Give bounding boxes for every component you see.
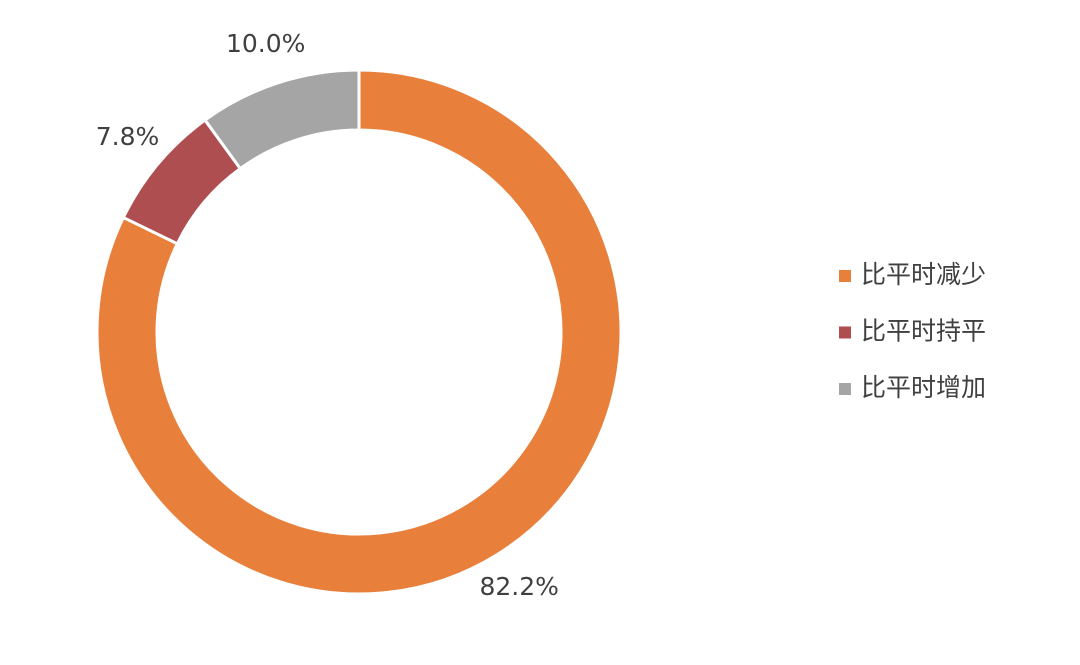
donut-segment: [202, 68, 361, 171]
data-label: 7.8%: [96, 122, 160, 151]
legend-label: 比平时增加: [861, 373, 986, 402]
legend-swatch: [839, 383, 851, 395]
legend-swatch: [839, 270, 851, 282]
data-label: 82.2%: [480, 572, 559, 601]
data-label: 10.0%: [226, 29, 305, 58]
donut-segment: [95, 68, 623, 596]
legend-swatch: [839, 326, 851, 339]
legend-label: 比平时减少: [861, 260, 986, 289]
legend-label: 比平时持平: [861, 317, 986, 346]
